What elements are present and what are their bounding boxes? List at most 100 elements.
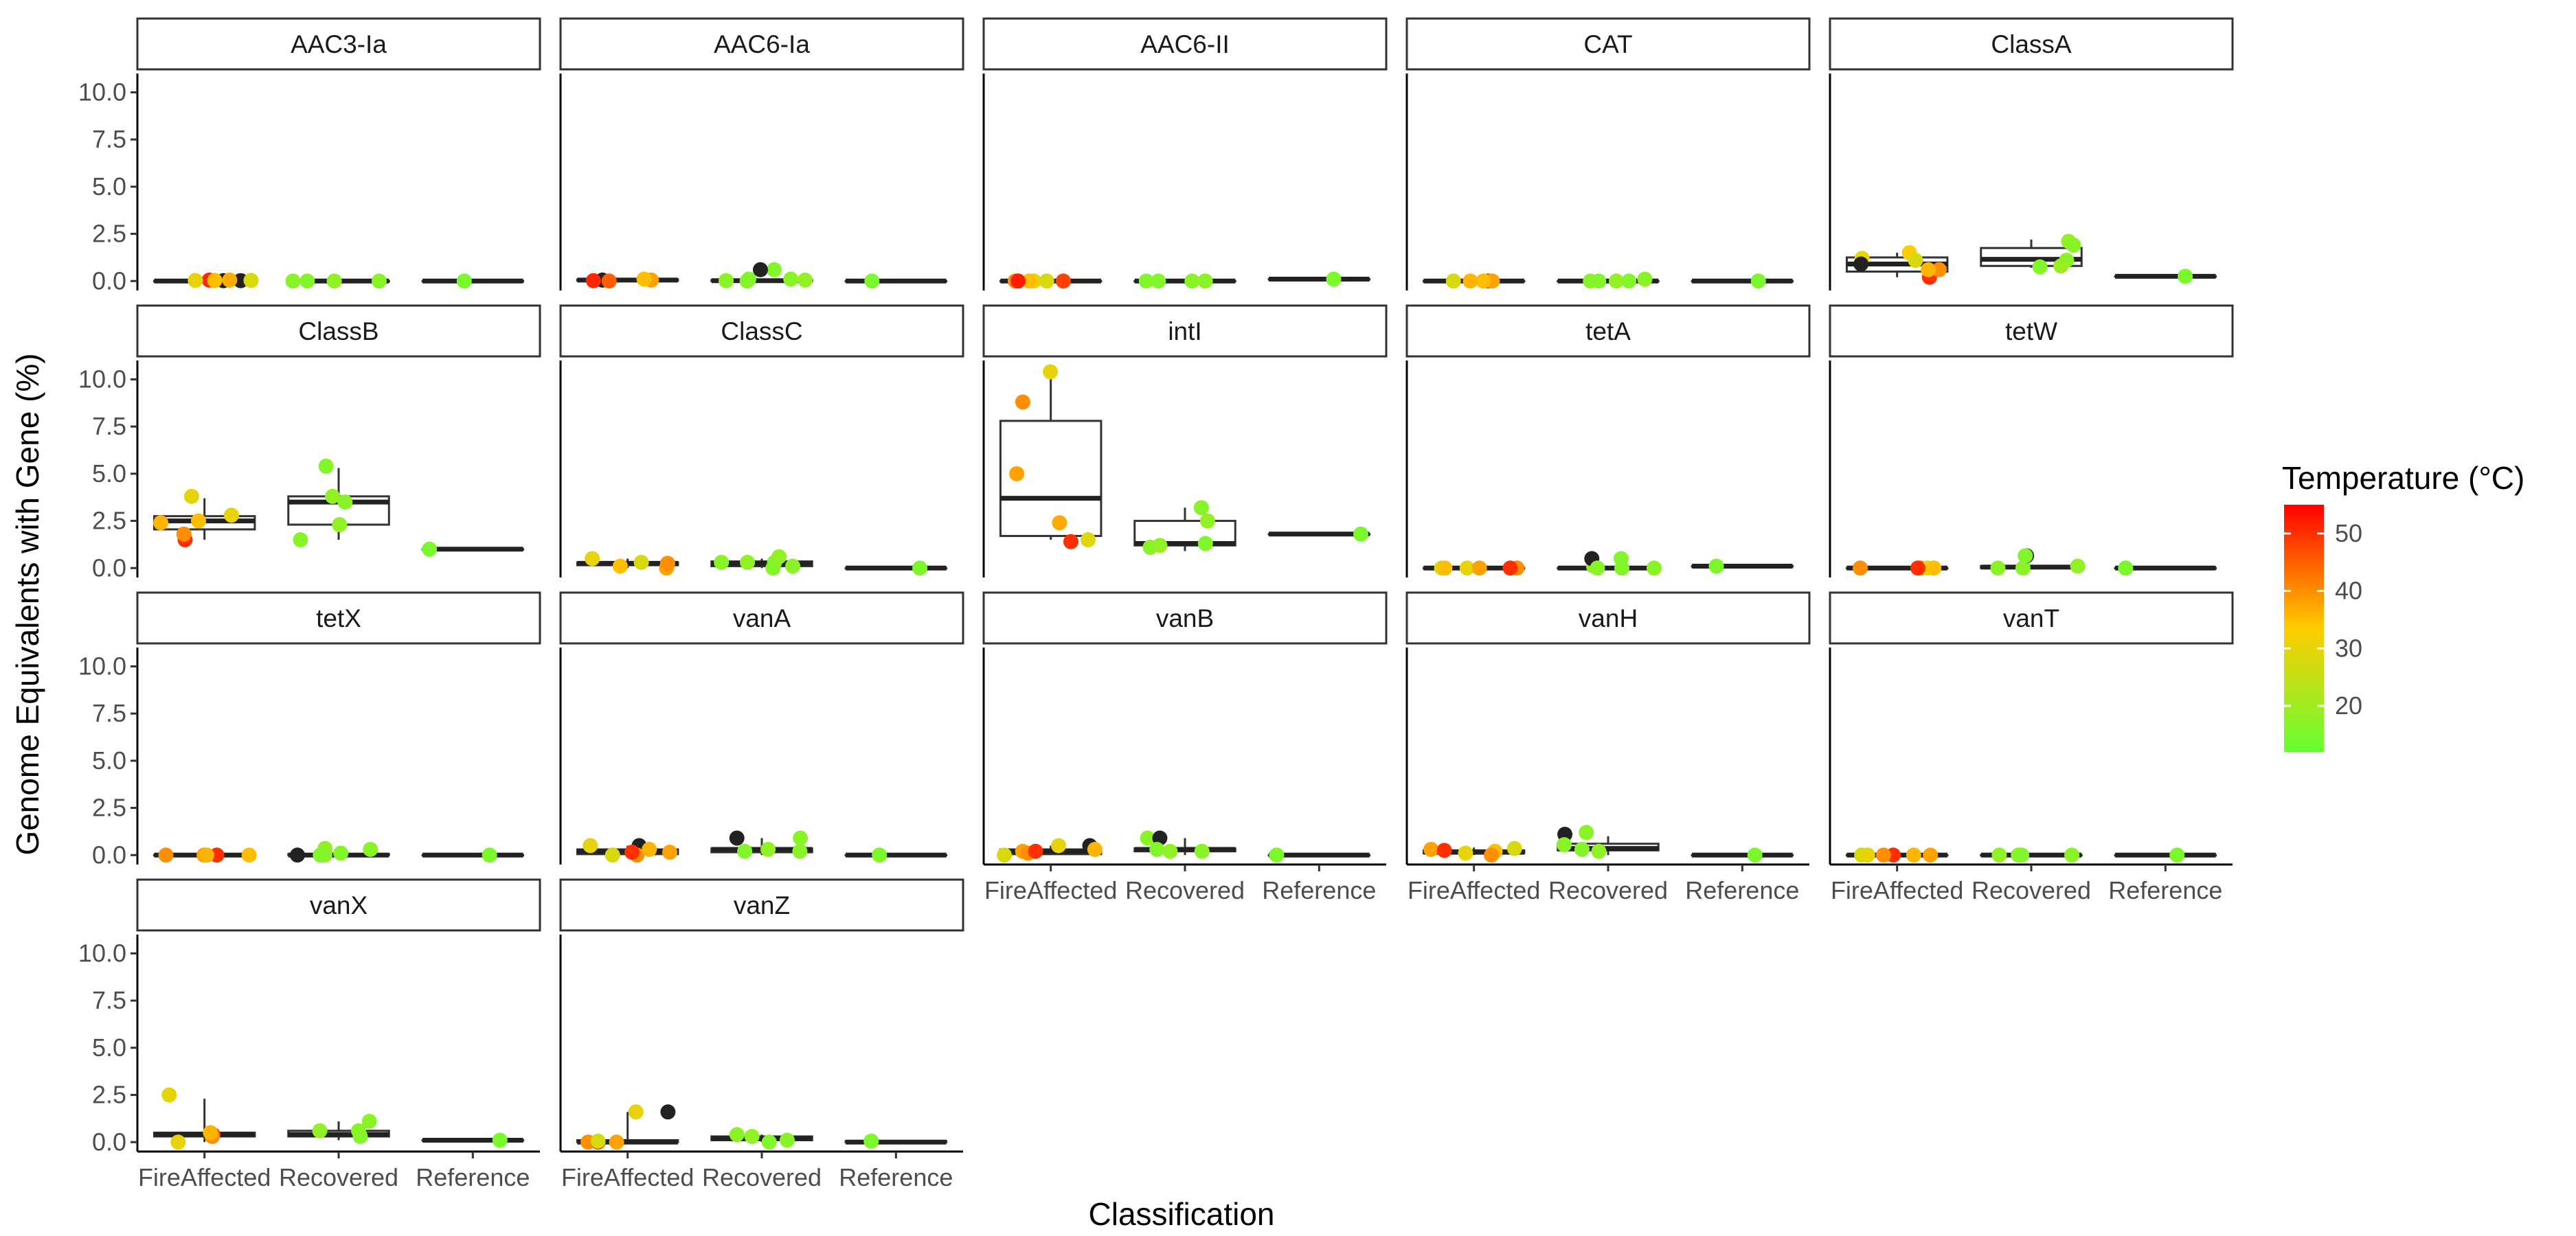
- y-tick-label: 7.5: [92, 699, 126, 727]
- data-point: [1614, 560, 1630, 576]
- facet-label: vanT: [2003, 604, 2059, 632]
- data-point: [1184, 273, 1200, 289]
- x-axis-title: Classification: [1089, 1196, 1275, 1232]
- facet-panel: CAT: [1405, 17, 1811, 290]
- data-point: [642, 842, 657, 858]
- y-tick-label: 5.0: [92, 746, 126, 775]
- boxplot: [287, 1121, 390, 1141]
- y-tick-label: 10.0: [78, 78, 126, 106]
- data-point: [719, 273, 734, 288]
- boxplot: [2114, 273, 2217, 279]
- data-point: [583, 838, 598, 854]
- data-point: [2178, 268, 2193, 284]
- data-point: [183, 488, 199, 504]
- data-point: [729, 1127, 745, 1143]
- data-point: [332, 517, 348, 533]
- data-point: [243, 273, 259, 288]
- data-point: [590, 1133, 606, 1149]
- x-tick-label: Reference: [2108, 876, 2222, 904]
- data-point: [1080, 532, 1096, 548]
- data-point: [792, 843, 808, 859]
- data-point: [1608, 273, 1624, 289]
- data-point: [1140, 830, 1155, 846]
- boxplot: [1691, 564, 1794, 569]
- data-point: [1269, 847, 1285, 863]
- boxplot: [1691, 852, 1794, 858]
- data-point: [1055, 273, 1071, 289]
- boxplot: [844, 278, 948, 284]
- facet-strip: [559, 591, 964, 645]
- data-point: [285, 273, 301, 289]
- legend-ticks: 20 30 40 50: [2284, 519, 2362, 720]
- data-point: [605, 847, 620, 863]
- data-point: [1923, 847, 1939, 863]
- facet-panel: tetX 0.0 2.5 5.0 7.5 10.0: [78, 591, 541, 869]
- x-tick-label: FireAffected: [1408, 876, 1540, 904]
- data-point: [371, 273, 387, 289]
- data-point: [1039, 273, 1054, 289]
- data-point: [1138, 273, 1154, 289]
- boxplot: [1267, 852, 1371, 858]
- data-point: [312, 1123, 328, 1138]
- data-point: [170, 1134, 186, 1150]
- facet-panel: ClassA: [1829, 17, 2234, 290]
- boxplot: [1557, 565, 1660, 571]
- y-tick-label: 10.0: [78, 365, 126, 393]
- data-point: [1197, 536, 1213, 551]
- data-point: [1637, 271, 1653, 287]
- y-tick-label: 10.0: [78, 939, 126, 967]
- data-point: [744, 1129, 760, 1145]
- data-point: [176, 526, 192, 542]
- y-tick-label: 7.5: [92, 125, 126, 153]
- facet-strip: [1829, 591, 2234, 645]
- facet-strip: [982, 591, 1388, 645]
- y-tick-label: 2.5: [92, 794, 126, 822]
- data-point: [289, 847, 305, 863]
- data-point: [1445, 273, 1461, 289]
- data-point: [1910, 560, 1926, 576]
- facet-label: CAT: [1583, 30, 1632, 58]
- data-point: [1028, 843, 1043, 859]
- data-point: [633, 555, 649, 571]
- data-point: [222, 272, 238, 288]
- data-point: [1591, 273, 1607, 289]
- data-point: [1906, 847, 1921, 863]
- facet-strip: [559, 17, 964, 71]
- data-point: [601, 273, 617, 289]
- data-point: [1437, 560, 1453, 576]
- data-point: [199, 847, 215, 863]
- y-tick-label: 5.0: [92, 459, 126, 488]
- data-point: [729, 830, 745, 846]
- facet-panel: vanT FireAffected Recovered Reference: [1829, 591, 2234, 904]
- y-tick-label: 7.5: [92, 986, 126, 1014]
- data-point: [660, 1104, 676, 1120]
- facet-panel: AAC6-Ia: [559, 17, 964, 290]
- data-point: [1162, 843, 1178, 859]
- boxplot: [1133, 507, 1236, 551]
- data-point: [1991, 847, 2007, 863]
- data-point: [161, 1087, 177, 1103]
- boxplot: [421, 852, 525, 858]
- data-point: [422, 541, 438, 557]
- y-tick-label: 7.5: [92, 412, 126, 440]
- facet-panel: vanZ FireAffected Recovered Reference: [559, 878, 964, 1191]
- data-point: [1194, 843, 1210, 859]
- data-point: [1052, 515, 1067, 531]
- data-point: [1750, 273, 1766, 289]
- data-point: [741, 271, 756, 287]
- facet-panel: ClassB 0.0 2.5 5.0 7.5 10.0: [78, 304, 541, 582]
- data-point: [771, 549, 787, 564]
- data-point: [2066, 238, 2081, 253]
- data-point: [1747, 847, 1763, 863]
- data-point: [1015, 394, 1030, 410]
- data-point: [2018, 548, 2033, 564]
- data-point: [223, 507, 239, 523]
- data-point: [1921, 262, 1936, 277]
- data-point: [2014, 847, 2030, 863]
- data-point: [1471, 560, 1487, 576]
- facet-panel: AAC3-Ia 0.0 2.5 5.0 7.5 10.0: [78, 17, 541, 295]
- data-point: [2053, 258, 2069, 274]
- data-point: [1574, 842, 1590, 858]
- data-point: [300, 273, 315, 289]
- facet-strip: [1405, 304, 1811, 358]
